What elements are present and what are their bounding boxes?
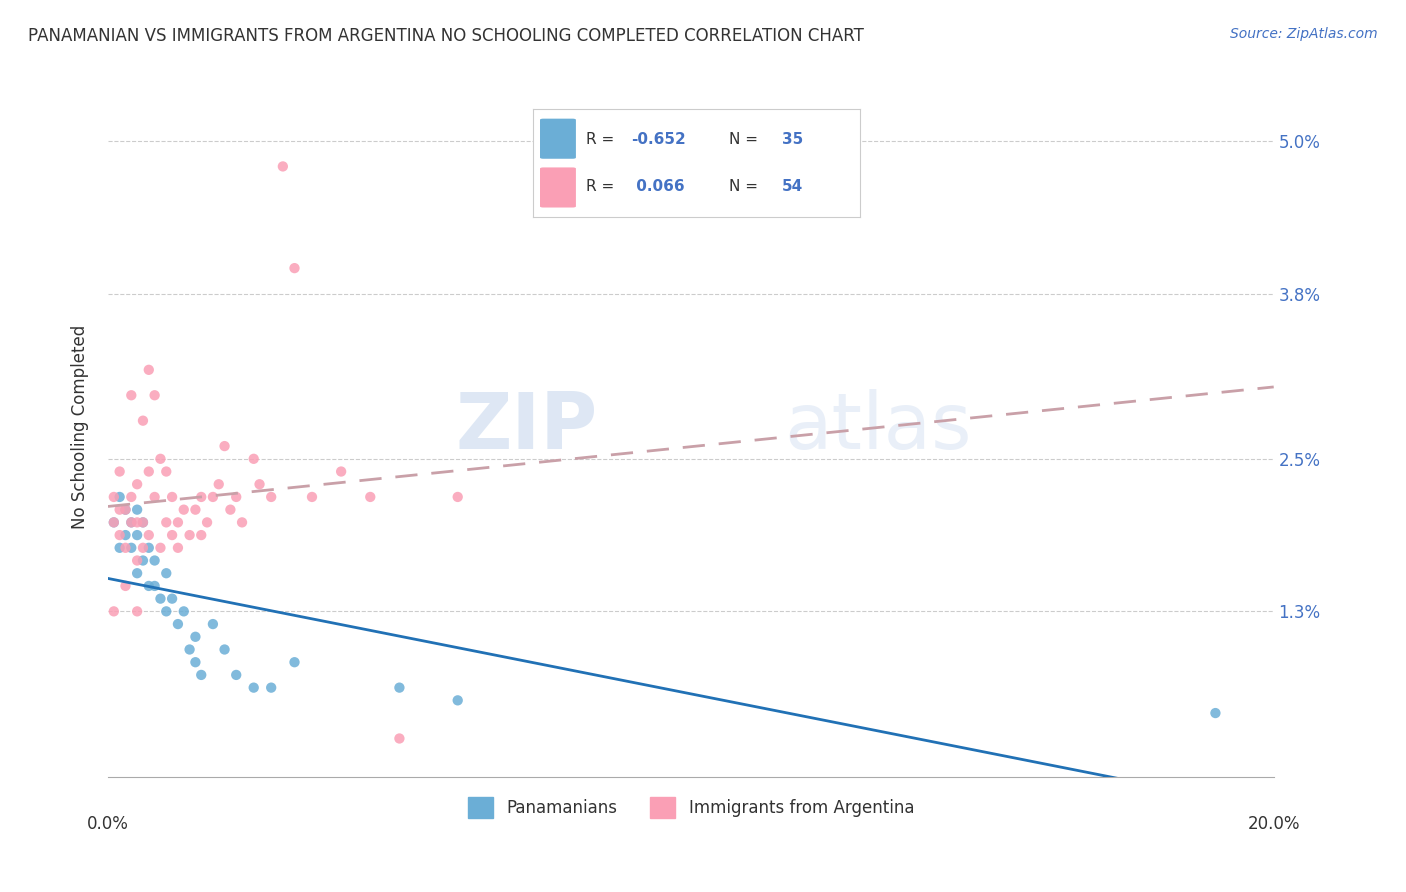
Point <box>179 528 201 542</box>
Point <box>120 516 142 530</box>
Point <box>195 516 218 530</box>
Point <box>155 604 177 618</box>
Point <box>214 642 236 657</box>
Point <box>447 693 470 707</box>
Point <box>201 617 224 632</box>
Point <box>108 502 131 516</box>
Point <box>225 490 247 504</box>
Point <box>260 490 283 504</box>
Point <box>184 655 207 669</box>
Text: PANAMANIAN VS IMMIGRANTS FROM ARGENTINA NO SCHOOLING COMPLETED CORRELATION CHART: PANAMANIAN VS IMMIGRANTS FROM ARGENTINA … <box>28 27 865 45</box>
Point <box>167 516 190 530</box>
Point <box>103 516 125 530</box>
Point <box>283 261 305 276</box>
Point <box>160 528 183 542</box>
Point <box>160 591 183 606</box>
Point <box>127 516 149 530</box>
Point <box>149 591 172 606</box>
Point <box>155 516 177 530</box>
Point <box>201 490 224 504</box>
Point <box>127 502 149 516</box>
Point <box>155 465 177 479</box>
Point <box>143 388 166 402</box>
Point <box>242 451 264 466</box>
Point <box>249 477 271 491</box>
Point <box>143 579 166 593</box>
Point <box>108 541 131 555</box>
Point <box>160 490 183 504</box>
Point <box>108 528 131 542</box>
Point <box>120 541 142 555</box>
Point <box>225 668 247 682</box>
Point <box>132 414 155 428</box>
Point <box>242 681 264 695</box>
Point <box>103 516 125 530</box>
Point <box>388 731 411 746</box>
Point <box>114 502 136 516</box>
Point <box>447 490 470 504</box>
Point <box>120 516 142 530</box>
Point <box>167 617 190 632</box>
Point <box>173 604 195 618</box>
Point <box>132 516 155 530</box>
Point <box>143 553 166 567</box>
Point <box>231 516 253 530</box>
Point <box>167 541 190 555</box>
Point <box>179 642 201 657</box>
Point <box>127 604 149 618</box>
Point <box>283 655 305 669</box>
Point <box>127 528 149 542</box>
Point <box>120 388 142 402</box>
Point <box>132 541 155 555</box>
Point <box>138 363 160 377</box>
Text: Source: ZipAtlas.com: Source: ZipAtlas.com <box>1230 27 1378 41</box>
Point <box>138 465 160 479</box>
Point <box>330 465 353 479</box>
Point <box>388 681 411 695</box>
Point <box>214 439 236 453</box>
Point <box>155 566 177 581</box>
Point <box>120 490 142 504</box>
Y-axis label: No Schooling Completed: No Schooling Completed <box>72 325 89 529</box>
Point <box>173 502 195 516</box>
Point <box>103 604 125 618</box>
Point <box>127 553 149 567</box>
Point <box>114 541 136 555</box>
Point <box>108 490 131 504</box>
Point <box>114 502 136 516</box>
Point <box>138 579 160 593</box>
Point <box>190 490 212 504</box>
Point <box>138 541 160 555</box>
Point <box>143 490 166 504</box>
Text: 20.0%: 20.0% <box>1247 815 1301 833</box>
Point <box>359 490 381 504</box>
Point <box>260 681 283 695</box>
Point <box>114 579 136 593</box>
Point <box>1204 706 1226 720</box>
Text: ZIP: ZIP <box>456 389 598 465</box>
Point <box>149 541 172 555</box>
Point <box>184 630 207 644</box>
Legend: Panamanians, Immigrants from Argentina: Panamanians, Immigrants from Argentina <box>461 790 921 824</box>
Point <box>108 465 131 479</box>
Point <box>219 502 242 516</box>
Point <box>301 490 323 504</box>
Point <box>138 528 160 542</box>
Point <box>132 553 155 567</box>
Point <box>190 668 212 682</box>
Text: atlas: atlas <box>785 389 972 465</box>
Point <box>271 160 294 174</box>
Point <box>184 502 207 516</box>
Point <box>103 490 125 504</box>
Text: 0.0%: 0.0% <box>87 815 129 833</box>
Point <box>190 528 212 542</box>
Point <box>127 566 149 581</box>
Point <box>208 477 231 491</box>
Point <box>132 516 155 530</box>
Point <box>114 528 136 542</box>
Point <box>149 451 172 466</box>
Point <box>127 477 149 491</box>
